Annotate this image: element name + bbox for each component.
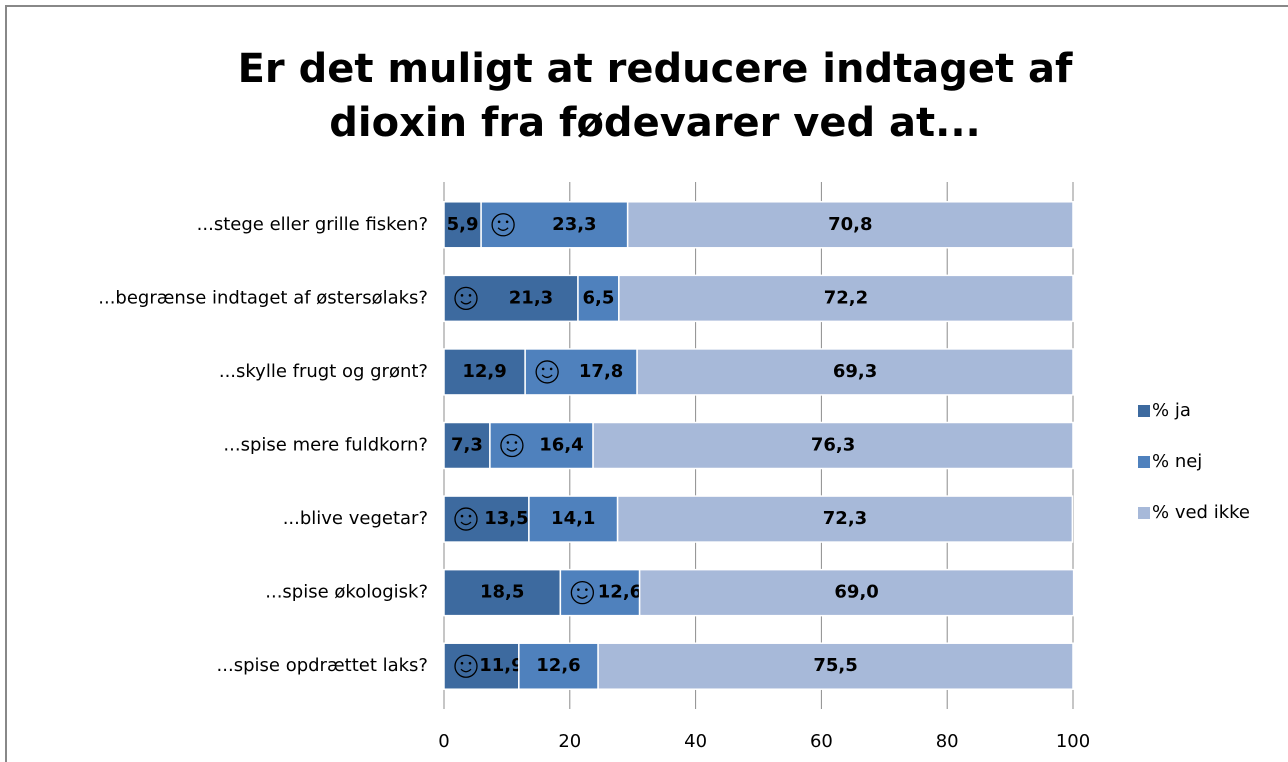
value-label: 12,6 xyxy=(598,582,642,603)
smiley-eye xyxy=(577,588,580,591)
smiley-eye xyxy=(514,441,518,444)
smiley-mouth xyxy=(576,595,588,599)
legend-label: % ja xyxy=(1152,400,1191,421)
bar-segment xyxy=(443,495,530,543)
smiley-eye xyxy=(468,514,472,518)
smiley-eye xyxy=(468,294,472,297)
value-label: 6,5 xyxy=(582,287,614,308)
smiley-eye xyxy=(497,220,501,224)
value-label: 75,5 xyxy=(813,655,857,676)
legend-swatch xyxy=(1138,507,1150,519)
value-label: 23,3 xyxy=(552,214,596,235)
y-tick-label: ...spise mere fuldkorn? xyxy=(223,435,428,456)
bar-segment xyxy=(443,421,491,470)
legend-swatch xyxy=(1138,405,1150,417)
x-tick-label: 60 xyxy=(810,731,833,752)
smiley-eye xyxy=(460,294,464,297)
bar-segment xyxy=(636,348,1074,396)
y-tick-label: ...spise opdrættet laks? xyxy=(217,655,428,676)
value-label: 72,3 xyxy=(823,508,867,529)
smiley-face xyxy=(454,654,478,678)
smiley-mouth xyxy=(460,521,472,526)
x-tick-label: 40 xyxy=(684,731,707,752)
value-label: 21,3 xyxy=(509,287,553,308)
legend-label: % ved ikke xyxy=(1152,502,1250,523)
y-tick-label: ...skylle frugt og grønt? xyxy=(219,361,428,382)
smiley-eye xyxy=(505,220,509,224)
bar-segment xyxy=(618,274,1074,323)
smiley-face xyxy=(454,507,478,531)
value-label: 14,1 xyxy=(551,508,595,529)
bar-segment xyxy=(518,642,599,690)
x-tick-label: 0 xyxy=(438,731,449,752)
smiley-eye xyxy=(585,588,588,591)
smiley-face xyxy=(454,286,478,311)
smiley-eye xyxy=(541,367,545,371)
x-tick-label: 80 xyxy=(936,731,959,752)
smiley-eye xyxy=(468,661,472,665)
value-label: 69,0 xyxy=(834,582,878,603)
smiley-eye xyxy=(549,367,553,371)
value-label: 5,9 xyxy=(447,214,479,235)
value-label: 70,8 xyxy=(828,214,872,235)
bar-segment xyxy=(489,421,594,470)
smiley-mouth xyxy=(541,374,553,379)
bar-segment xyxy=(626,201,1074,249)
smiley-mouth xyxy=(497,227,509,231)
bar-segment xyxy=(616,495,1074,543)
legend-swatch xyxy=(1138,456,1150,468)
value-label: 12,6 xyxy=(536,655,580,676)
bar-segment xyxy=(577,274,620,323)
bar-segment xyxy=(597,642,1074,690)
smiley-face xyxy=(570,580,595,605)
smiley-mouth xyxy=(506,448,518,452)
value-label: 7,3 xyxy=(451,435,483,456)
bar-segment xyxy=(524,348,638,396)
value-label: 13,5 xyxy=(484,508,528,529)
smiley-mouth xyxy=(460,300,472,305)
value-label: 18,5 xyxy=(480,582,524,603)
value-label: 69,3 xyxy=(833,361,877,382)
bar-segment xyxy=(592,421,1074,470)
y-tick-label: ...stege eller grille fisken? xyxy=(197,214,428,235)
bar-segment xyxy=(443,568,562,617)
legend-label: % nej xyxy=(1152,451,1202,472)
value-label: 17,8 xyxy=(579,361,623,382)
smiley-eye xyxy=(460,661,464,665)
smiley-eye xyxy=(506,441,510,444)
value-label: 12,9 xyxy=(462,361,506,382)
chart-border xyxy=(5,5,1288,762)
smiley-face xyxy=(500,433,524,458)
value-label: 72,2 xyxy=(824,287,868,308)
smiley-face xyxy=(535,360,559,384)
bar-segment xyxy=(480,201,629,249)
bar-segment xyxy=(443,348,526,396)
value-label: 11,9 xyxy=(479,655,523,676)
bar-segment xyxy=(443,642,520,690)
value-label: 16,4 xyxy=(539,435,583,456)
bar-segment xyxy=(559,568,641,617)
y-tick-label: ...begrænse indtaget af østersølaks? xyxy=(98,287,428,308)
chart-title: Er det muligt at reducere indtaget af di… xyxy=(237,46,1073,146)
x-tick-label: 100 xyxy=(1056,731,1090,752)
bar-segment xyxy=(638,568,1075,617)
x-tick-label: 20 xyxy=(558,731,581,752)
smiley-mouth xyxy=(460,668,472,673)
smiley-face xyxy=(491,213,515,237)
y-tick-label: ...spise økologisk? xyxy=(265,582,428,603)
smiley-eye xyxy=(460,514,464,518)
value-label: 76,3 xyxy=(811,435,855,456)
y-tick-label: ...blive vegetar? xyxy=(283,508,428,529)
